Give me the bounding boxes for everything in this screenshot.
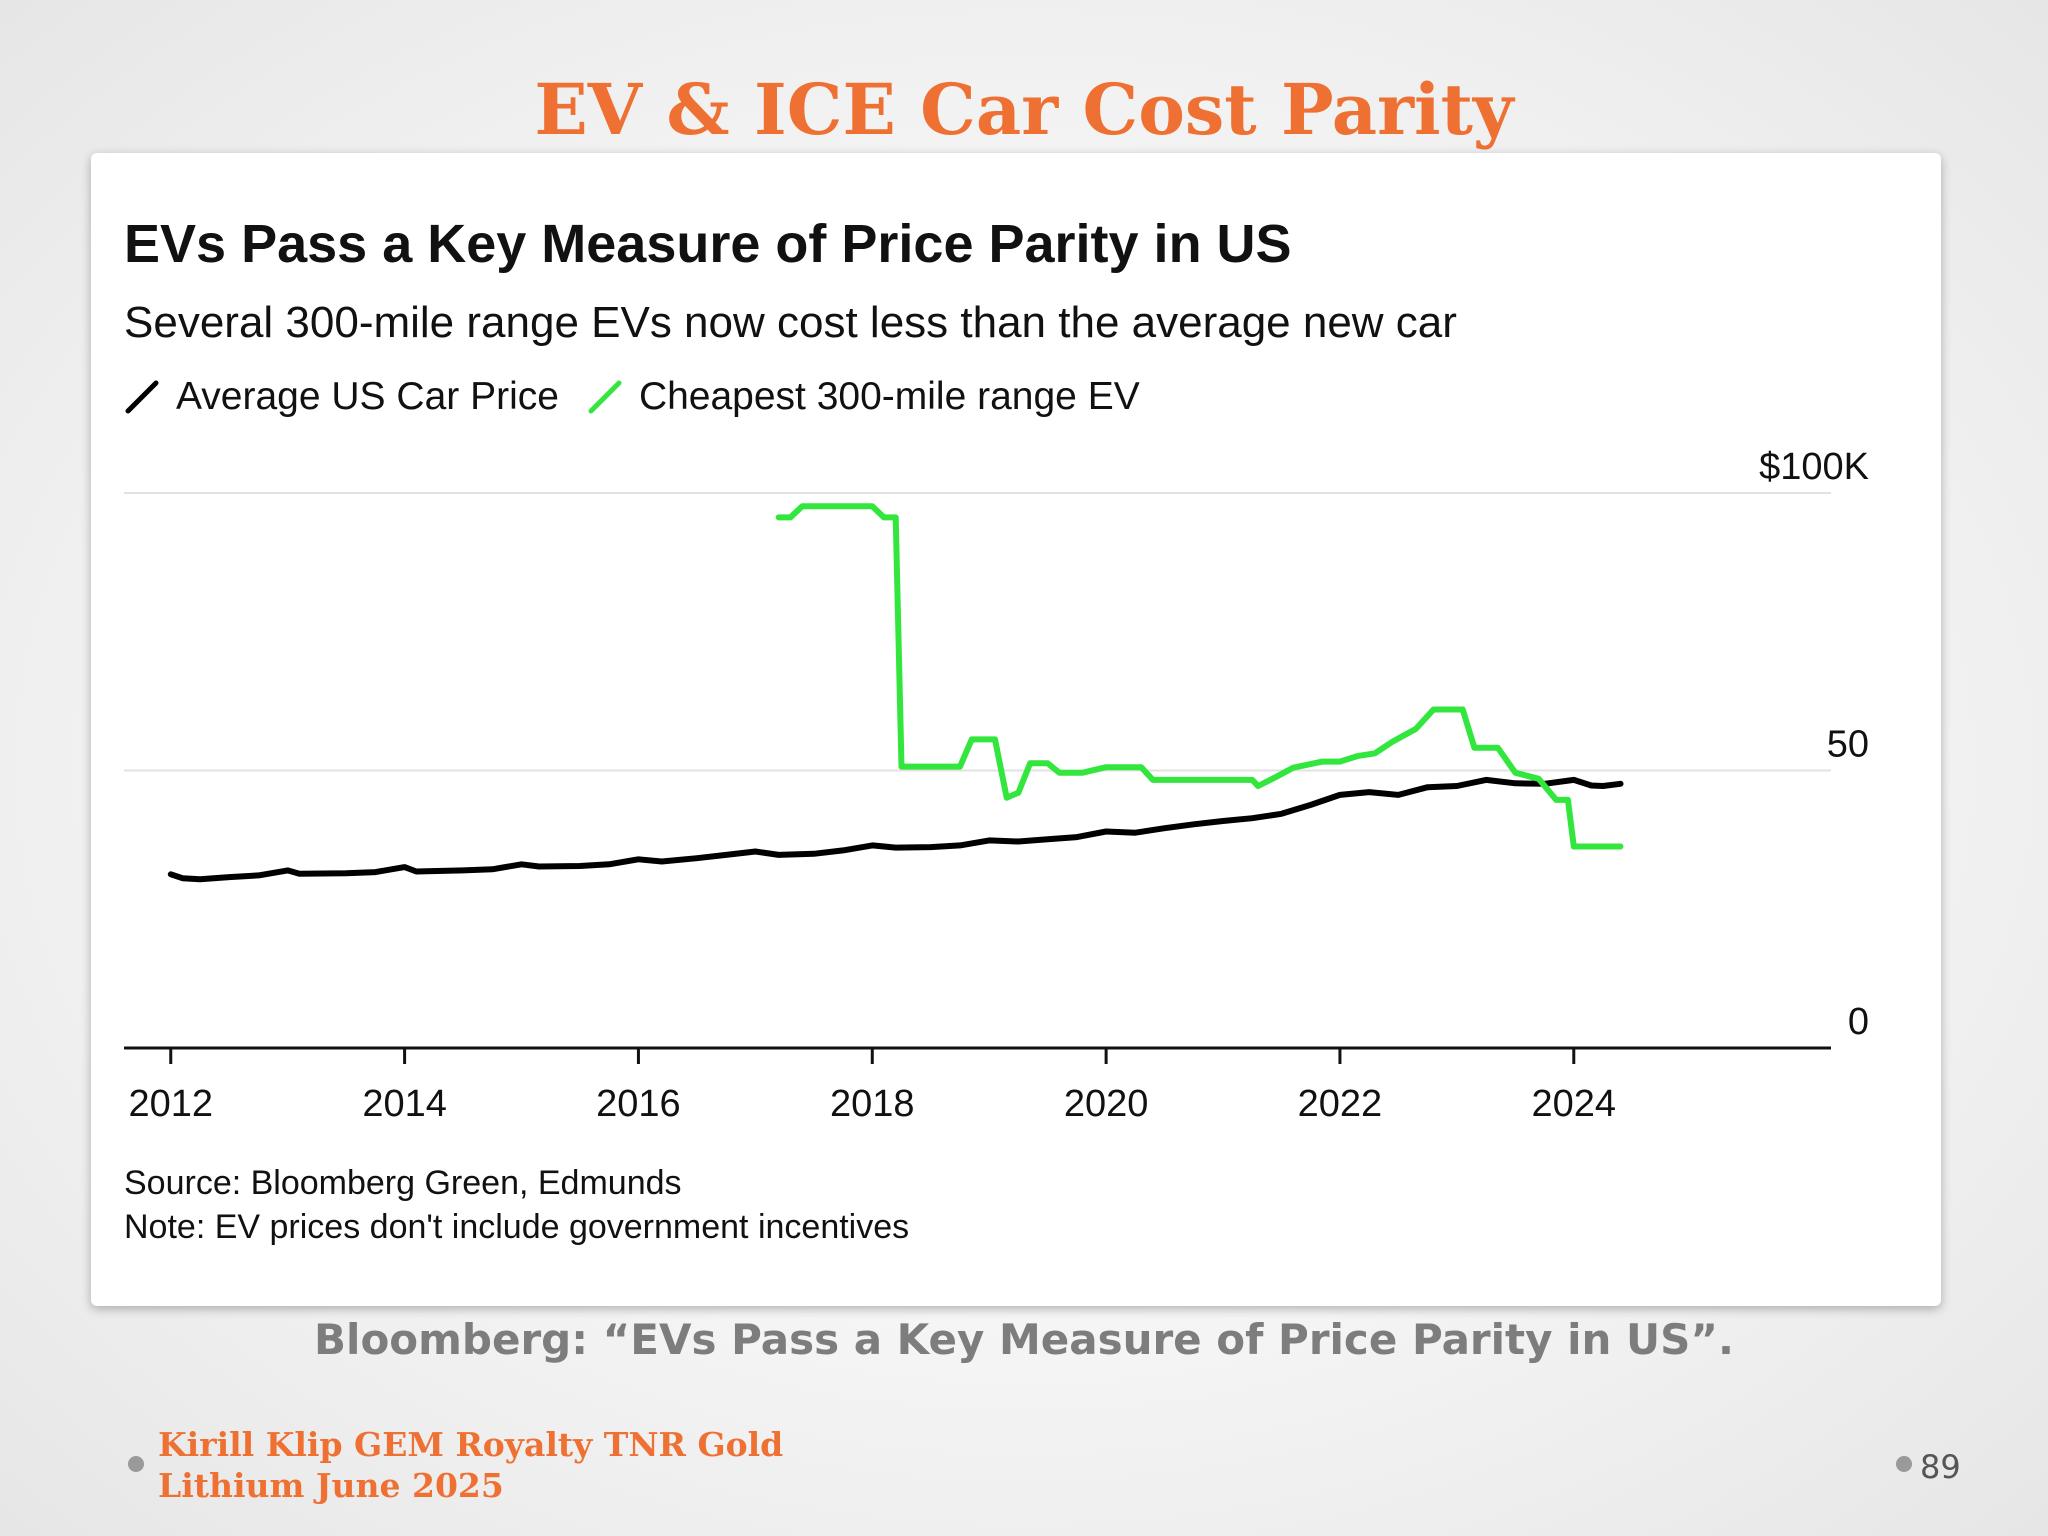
footer-bullet-icon xyxy=(128,1456,144,1472)
grid-lines xyxy=(124,492,1831,772)
incentives-note: Note: EV prices don't include government… xyxy=(124,1208,910,1246)
x-tick-label: 2020 xyxy=(1064,1083,1149,1125)
chart-legend: Average US Car Price Cheapest 300-mile r… xyxy=(124,375,1168,419)
chart-card: EVs Pass a Key Measure of Price Parity i… xyxy=(91,153,1941,1306)
y-tick-label: $100K xyxy=(1759,446,1869,488)
x-tick-label: 2018 xyxy=(830,1083,915,1125)
x-axis xyxy=(124,1046,1831,1064)
legend-label-average-price: Average US Car Price xyxy=(176,375,559,418)
green-line-icon xyxy=(588,380,622,414)
legend-label-cheapest-ev: Cheapest 300-mile range EV xyxy=(638,375,1140,418)
legend-item-cheapest-ev: Cheapest 300-mile range EV xyxy=(587,375,1140,419)
legend-item-average-price: Average US Car Price xyxy=(124,375,559,419)
slide-caption: Bloomberg: “EVs Pass a Key Measure of Pr… xyxy=(314,1315,1734,1364)
y-tick-label: 50 xyxy=(1827,724,1869,766)
series-line-cheapest-ev xyxy=(775,503,1624,850)
footer-line-2: Lithium June 2025 xyxy=(158,1466,504,1505)
page-number-bullet-icon xyxy=(1896,1456,1912,1472)
footer-credit: Kirill Klip GEM Royalty TNR Gold Lithium… xyxy=(158,1424,783,1506)
series-line-average-price xyxy=(167,776,1624,883)
x-tick-label: 2016 xyxy=(596,1083,681,1125)
chart-subtitle: Several 300-mile range EVs now cost less… xyxy=(124,298,1457,347)
axis-labels: 0 50 $100K 2012 2014 2016 2018 2020 2022 2024 xyxy=(128,446,1869,1125)
y-tick-label: 0 xyxy=(1848,1001,1869,1043)
series-lines xyxy=(167,503,1624,883)
x-tick-label: 2014 xyxy=(362,1083,447,1125)
source-note: Source: Bloomberg Green, Edmunds xyxy=(124,1164,682,1202)
x-tick-label: 2012 xyxy=(128,1083,213,1125)
black-line-icon xyxy=(125,380,159,414)
x-tick-label: 2024 xyxy=(1532,1083,1617,1125)
line-chart: 0 50 $100K 2012 2014 2016 2018 2020 2022 2024 xyxy=(124,446,1869,1125)
chart-notes: Source: Bloomberg Green, Edmunds Note: E… xyxy=(124,1161,909,1249)
footer-line-1: Kirill Klip GEM Royalty TNR Gold xyxy=(158,1425,784,1464)
page-number: 89 xyxy=(1920,1448,1961,1486)
chart-title: EVs Pass a Key Measure of Price Parity i… xyxy=(124,214,1292,274)
x-tick-label: 2022 xyxy=(1298,1083,1383,1125)
slide-title: EV & ICE Car Cost Parity xyxy=(534,68,1514,151)
